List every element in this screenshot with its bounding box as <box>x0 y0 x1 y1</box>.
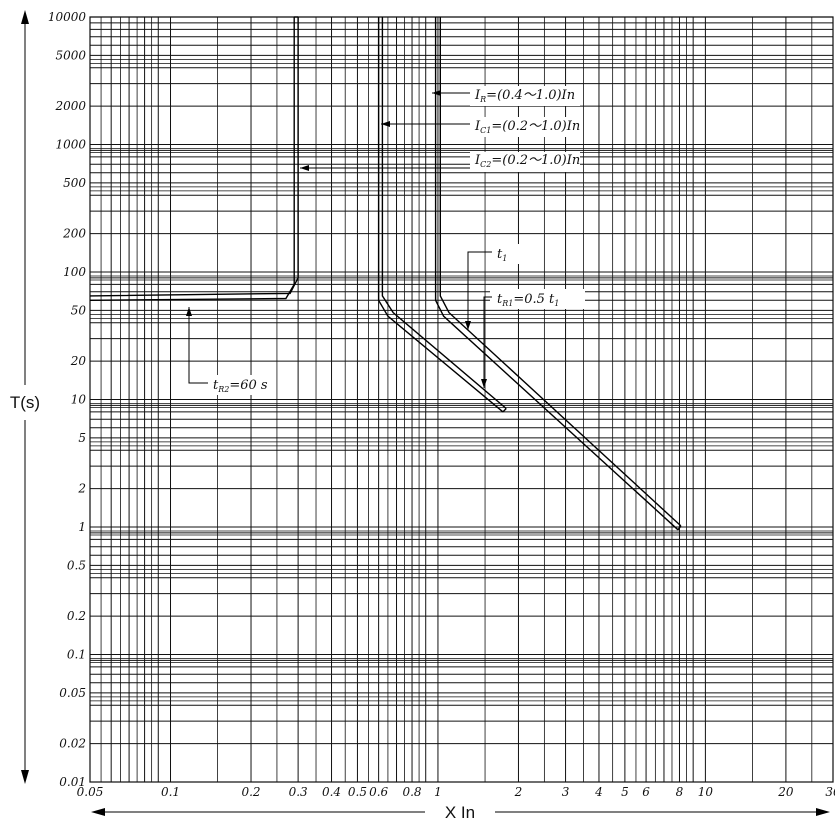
y-tick-label: 0.2 <box>67 609 86 623</box>
y-tick-label: 10 <box>71 393 87 407</box>
annotation-1: IR=(0.4～1.0)In <box>432 86 580 106</box>
y-tick-label: 5 <box>78 431 86 445</box>
x-tick-label: 10 <box>698 785 714 799</box>
x-tick-label: 1 <box>434 785 442 799</box>
x-tick-label: 0.6 <box>369 785 388 799</box>
annotation-4: t1 <box>465 244 520 330</box>
annotation-label: t1 <box>497 247 507 263</box>
x-tick-label: 0.3 <box>289 785 308 799</box>
y-tick-label: 0.01 <box>59 775 86 789</box>
y-tick-label: 500 <box>63 176 86 190</box>
x-arrowhead-left-icon <box>91 808 105 816</box>
annotation-arrowhead-icon <box>381 121 390 127</box>
curves <box>89 16 682 531</box>
y-tick-label: 200 <box>62 227 86 241</box>
tick-labels: 0.050.10.20.30.40.50.60.8123456810203010… <box>48 10 835 799</box>
annotation-label: tR2=60 s <box>213 378 268 394</box>
annotation-arrowhead-icon <box>300 165 309 171</box>
annotation-label: IC1=(0.2～1.0)In <box>474 119 580 135</box>
curve-end-cap-2 <box>502 408 507 413</box>
y-tick-label: 100 <box>63 265 86 279</box>
x-axis-title-group: X In <box>91 803 830 822</box>
annotation-6: tR2=60 s <box>186 307 276 395</box>
annotation-arrowhead-icon <box>481 379 487 388</box>
x-tick-label: 6 <box>642 785 650 799</box>
x-axis-title: X In <box>445 803 475 822</box>
x-tick-label: 3 <box>562 785 570 799</box>
y-axis-title-group: T(s) <box>10 10 40 784</box>
x-tick-label: 4 <box>594 785 603 799</box>
annotation-leader <box>188 307 208 384</box>
curve-line-3 <box>434 17 679 531</box>
x-tick-label: 0.2 <box>241 785 260 799</box>
curve-line-2 <box>377 17 504 413</box>
annotation-arrowhead-icon <box>465 321 471 330</box>
annotation-2: IC1=(0.2～1.0)In <box>381 117 580 137</box>
x-tick-label: 2 <box>514 785 523 799</box>
annotation-background <box>490 244 520 264</box>
x-tick-label: 0.05 <box>77 785 104 799</box>
y-tick-label: 20 <box>70 354 87 368</box>
y-arrowhead-bottom-icon <box>21 770 29 784</box>
annotation-3: IC2=(0.2～1.0)In <box>300 152 580 172</box>
x-arrowhead-right-icon <box>816 808 830 816</box>
curve-line-2-parallel <box>381 17 507 410</box>
y-tick-label: 0.05 <box>59 686 86 700</box>
x-tick-label: 0.4 <box>322 785 341 799</box>
annotation-background <box>470 152 580 172</box>
x-tick-label: 20 <box>777 785 794 799</box>
annotation-background <box>470 86 580 106</box>
grid <box>89 16 834 783</box>
y-tick-label: 2 <box>77 482 86 496</box>
annotation-label: IC2=(0.2～1.0)In <box>474 153 580 169</box>
y-tick-label: 1000 <box>55 138 86 152</box>
annotation-arrowhead-icon <box>186 307 192 316</box>
y-tick-label: 1 <box>78 520 86 534</box>
curve-line-3-parallel <box>439 17 682 527</box>
annotation-background <box>206 375 276 395</box>
y-tick-label: 50 <box>71 303 87 317</box>
x-tick-label: 5 <box>621 785 629 799</box>
x-tick-label: 30 <box>825 785 835 799</box>
annotation-label: IR=(0.4～1.0)In <box>474 88 575 104</box>
annotation-leader <box>467 251 492 330</box>
curve-end-cap-3 <box>677 525 682 531</box>
annotation-background <box>470 117 580 137</box>
curve-line-1 <box>89 17 295 301</box>
x-tick-label: 0.1 <box>161 785 180 799</box>
x-tick-label: 0.5 <box>348 785 367 799</box>
y-tick-label: 10000 <box>48 10 87 24</box>
y-arrowhead-top-icon <box>21 10 29 24</box>
y-tick-label: 0.5 <box>67 558 86 572</box>
annotation-label: tR1=0.5 t1 <box>497 292 559 308</box>
x-tick-label: 8 <box>676 785 684 799</box>
y-tick-label: 0.1 <box>67 648 86 662</box>
annotation-arrowhead-icon <box>432 90 441 96</box>
y-axis-title: T(s) <box>10 393 40 412</box>
annotation-leader <box>483 296 492 388</box>
y-tick-label: 2000 <box>54 99 86 113</box>
x-tick-label: 0.8 <box>402 785 421 799</box>
y-tick-label: 5000 <box>55 48 86 62</box>
annotations: IR=(0.4～1.0)In IC1=(0.2～1.0)In IC2=(0.2～1.… <box>186 86 585 395</box>
curve-line-1-parallel <box>89 17 299 297</box>
y-tick-label: 0.02 <box>59 737 86 751</box>
annotation-5: tR1=0.5 t1 <box>481 289 585 388</box>
annotation-background <box>490 289 585 309</box>
